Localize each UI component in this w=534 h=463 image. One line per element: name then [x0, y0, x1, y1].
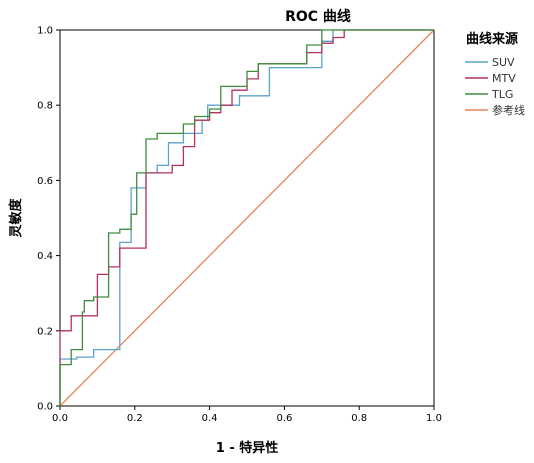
axis-ticks: 0.0 0.2 0.4 0.6 0.8 1.0 0.0 0.2 0.4 0.6 0.8 1.0	[37, 26, 442, 425]
y-axis-title: 灵敏度	[8, 198, 24, 238]
x-tick-label: 0.8	[351, 413, 367, 424]
x-tick-label: 0.2	[127, 413, 143, 424]
x-tick-label: 0.0	[52, 413, 68, 424]
series-line-suv	[59, 29, 434, 406]
x-tick-label: 1.0	[426, 413, 442, 424]
x-tick-label: 0.6	[276, 413, 292, 424]
y-tick-label: 1.0	[37, 26, 53, 37]
x-axis-title: 1 - 特异性	[216, 440, 279, 456]
legend-label: SUV	[492, 56, 515, 69]
series-layer	[59, 29, 435, 407]
series-line-tlg	[59, 29, 434, 406]
y-tick-label: 0.6	[37, 176, 53, 187]
y-tick-label: 0.4	[37, 251, 53, 262]
y-tick-label: 0.8	[37, 101, 53, 112]
legend-title: 曲线来源	[466, 31, 518, 47]
y-tick-label: 0.2	[37, 326, 53, 337]
y-tick-label: 0.0	[37, 402, 53, 413]
legend-label: TLG	[491, 88, 513, 101]
chart-title: ROC 曲线	[285, 8, 351, 25]
legend-label: MTV	[492, 72, 516, 85]
x-tick-label: 0.4	[202, 413, 218, 424]
legend-label: 参考线	[492, 103, 525, 117]
series-line-参考线	[59, 29, 435, 407]
legend: 曲线来源 SUV MTV TLG 参考线	[465, 31, 525, 117]
